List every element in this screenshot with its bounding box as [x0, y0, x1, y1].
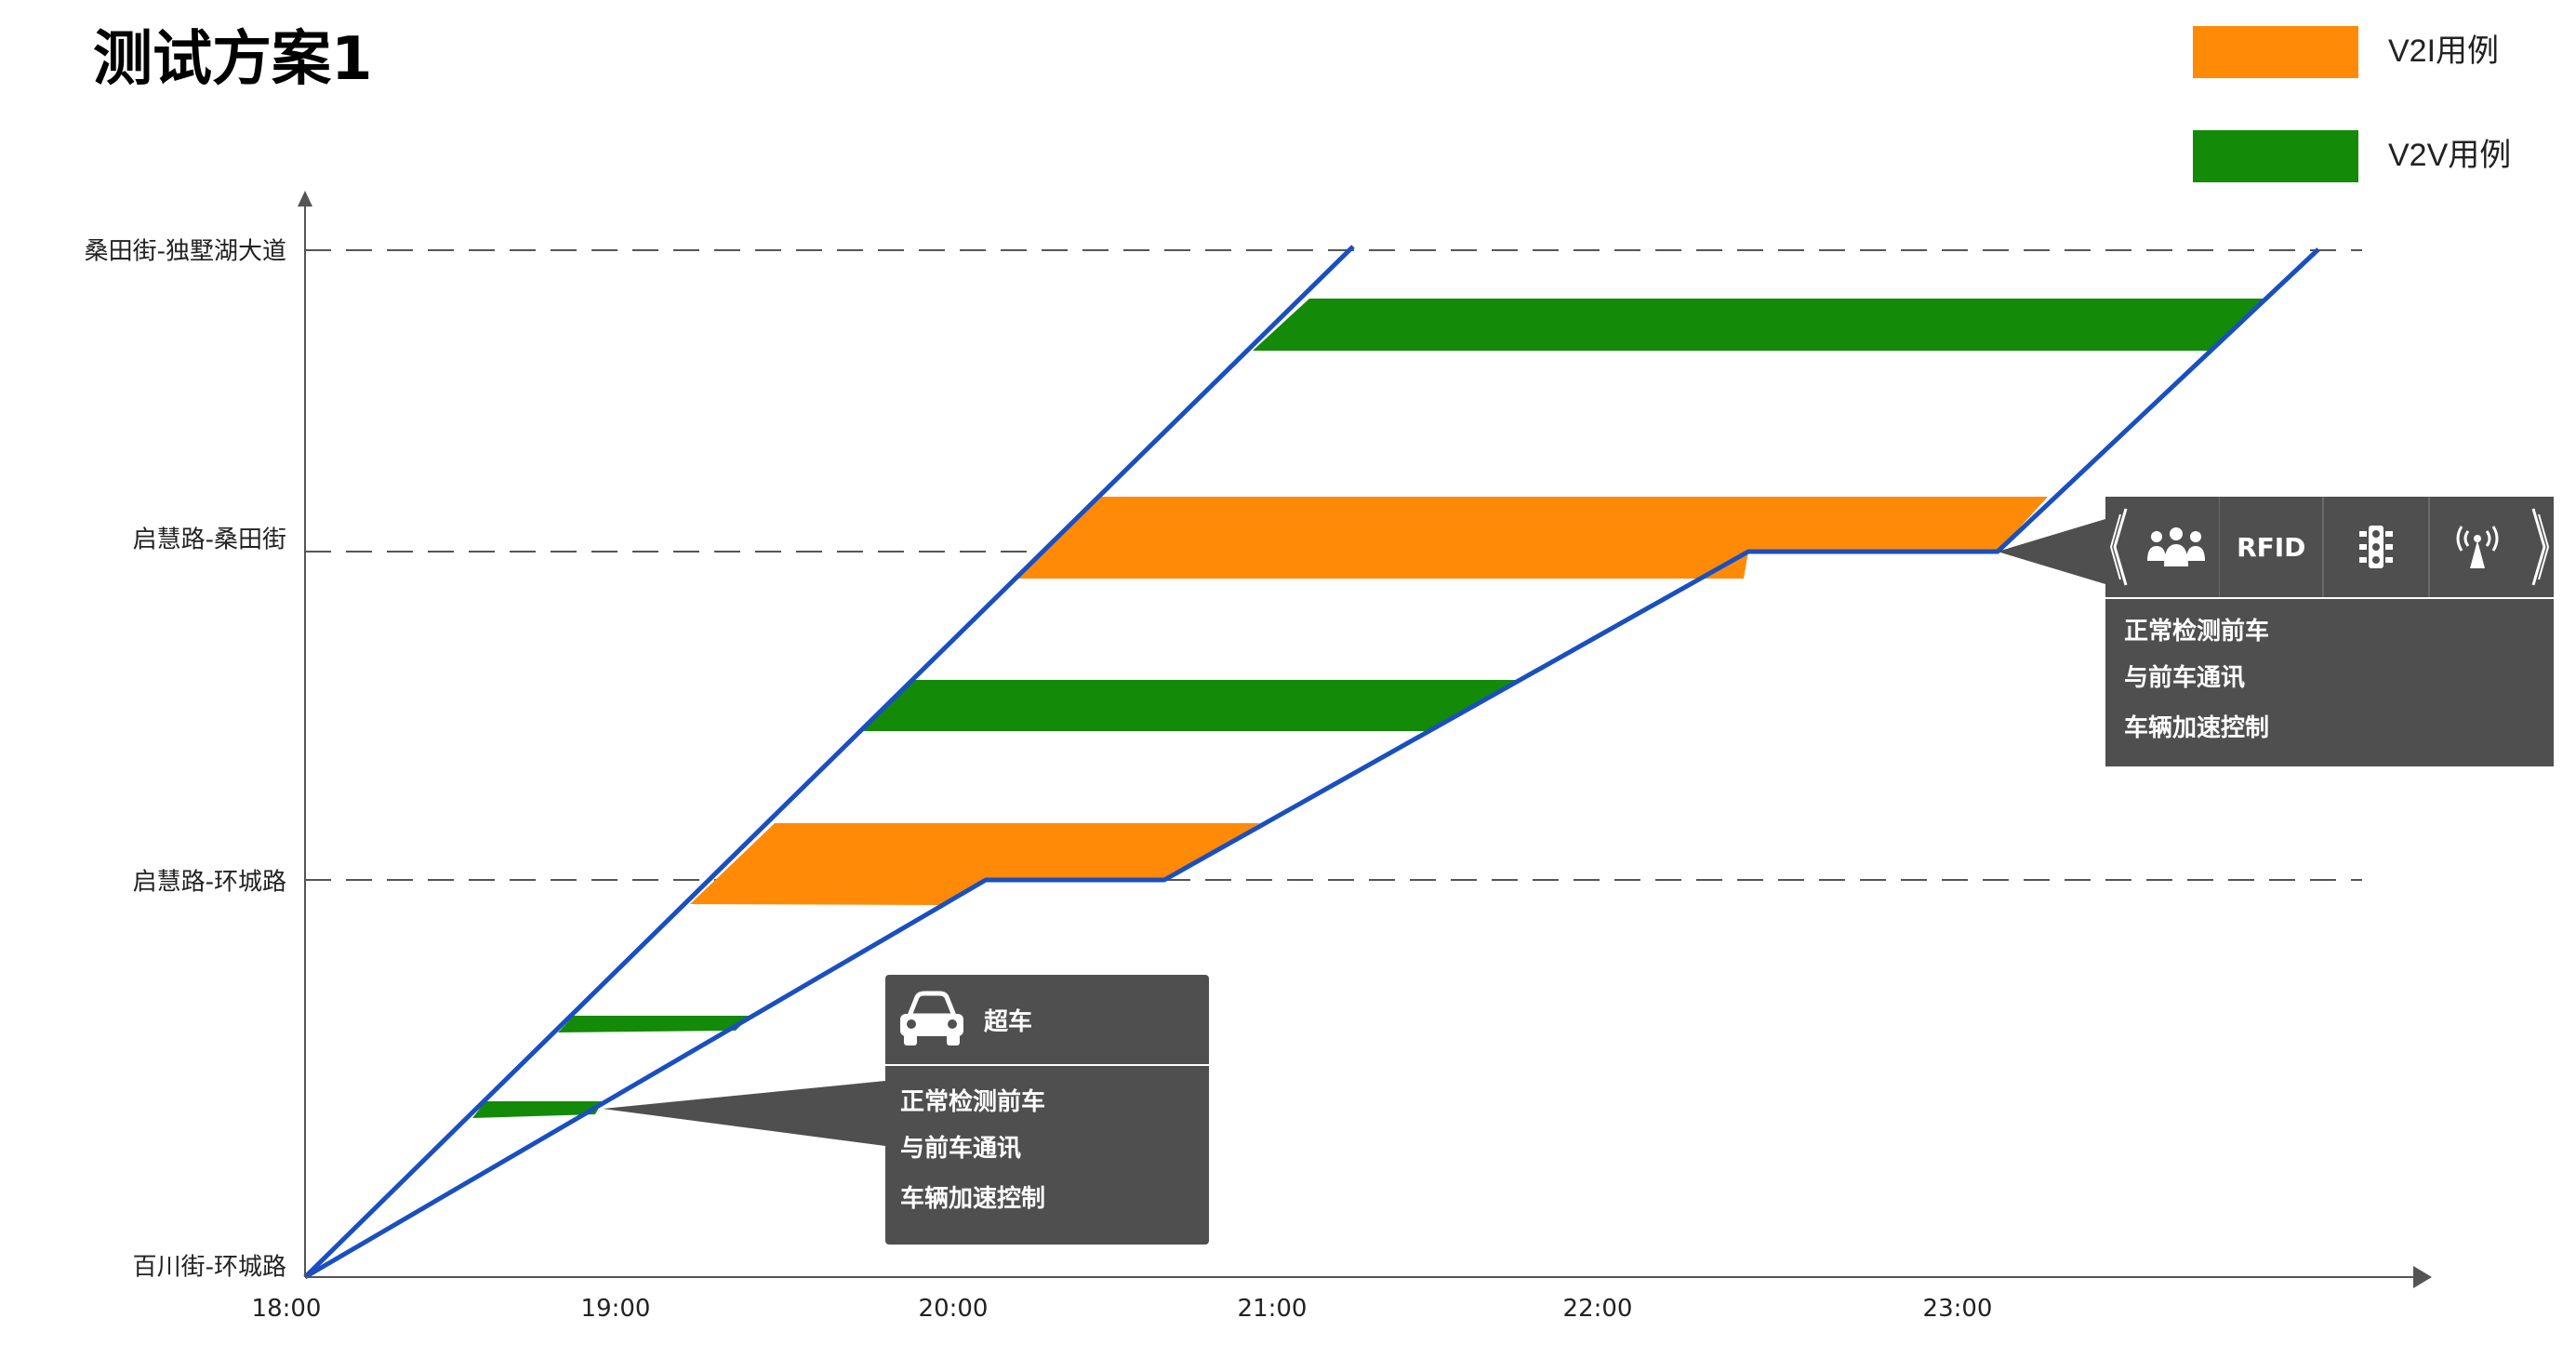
callout-v2v-line-0: 正常检测前车: [900, 1088, 1046, 1116]
callout-v2v-line-2: 车辆加速控制: [900, 1185, 1046, 1213]
axes: [304, 200, 2418, 1278]
y-label-2: 启慧路-桑田街: [132, 526, 286, 554]
legend-swatch-v2v: [2193, 130, 2358, 182]
x-axis-arrow: [2413, 1266, 2432, 1288]
callout-v2v-line-1: 与前车通讯: [900, 1135, 1022, 1163]
icon-divider: [2427, 497, 2430, 597]
traffic-light-icon: [2324, 497, 2428, 597]
callout-v2i-line-2: 车辆加速控制: [2124, 714, 2270, 742]
callout-v2i-pointer: [1998, 519, 2105, 584]
band-v2v-mid: [863, 680, 1516, 731]
callout-v2i-line-0: 正常检测前车: [2124, 618, 2270, 646]
page-title: 测试方案1: [93, 25, 373, 94]
y-label-3: 桑田街-独墅湖大道: [84, 237, 286, 266]
x-label-5: 23:00: [1922, 1295, 1993, 1323]
trajectory-lines: [303, 245, 2320, 1280]
callout-v2i-line-1: 与前车通讯: [2124, 664, 2246, 692]
icon-divider: [2322, 497, 2325, 597]
band-v2i-upper: [1018, 497, 2048, 579]
x-label-3: 21:00: [1237, 1295, 1308, 1323]
band-v2i-lower: [690, 823, 1260, 905]
chevron-left-icon: [2105, 497, 2133, 597]
legend-swatch-v2i: [2193, 26, 2358, 78]
trajectory-left: [303, 245, 1355, 1279]
x-label-0: 18:00: [251, 1295, 322, 1323]
icon-divider: [2218, 497, 2221, 597]
band-v2v-small-upper: [558, 1016, 750, 1032]
x-label-4: 22:00: [1562, 1295, 1633, 1323]
legend-label-v2i: V2I用例: [2388, 33, 2500, 69]
x-label-2: 20:00: [918, 1295, 989, 1323]
callout-v2v-heading: 超车: [984, 1007, 1033, 1036]
car-icon: [885, 975, 978, 1064]
x-label-1: 19:00: [580, 1295, 651, 1323]
callout-v2i: RFID 正常检测前车 与前车通讯: [2105, 497, 2554, 766]
legend-label-v2v: V2V用例: [2388, 138, 2512, 173]
rfid-label: RFID: [2237, 531, 2306, 563]
y-label-0: 百川街-环城路: [132, 1253, 286, 1282]
antenna-icon: [2430, 497, 2527, 597]
y-axis-arrow: [298, 191, 312, 206]
chevron-right-icon: [2526, 497, 2554, 597]
trajectory-right: [303, 247, 2320, 1280]
band-v2v-small-lower: [472, 1101, 603, 1118]
y-label-1: 启慧路-环城路: [132, 868, 286, 897]
band-v2v-top: [1253, 299, 2264, 351]
callout-v2v-pointer: [603, 1081, 885, 1146]
callout-v2v: 超车 正常检测前车 与前车通讯 车辆加速控制: [885, 975, 1209, 1245]
people-icon: [2133, 497, 2219, 597]
